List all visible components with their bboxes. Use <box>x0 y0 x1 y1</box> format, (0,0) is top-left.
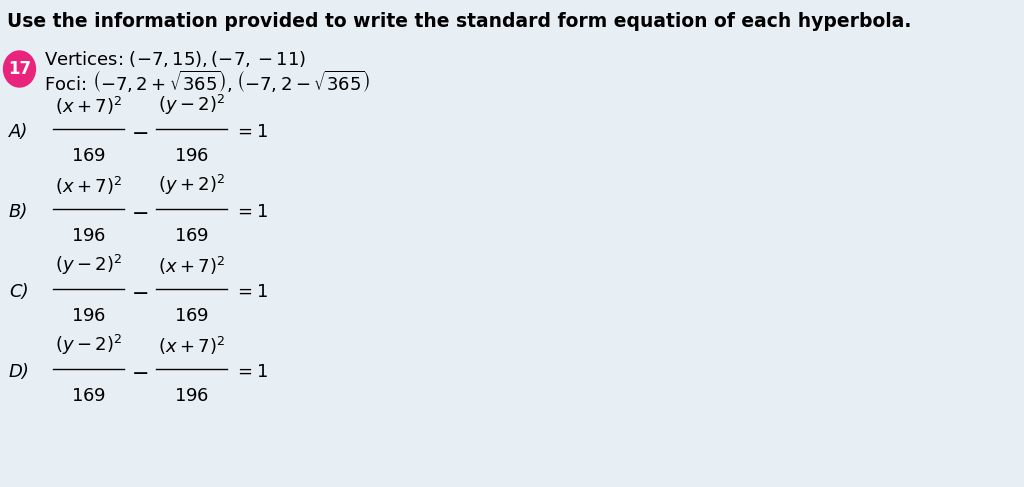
Text: Use the information provided to write the standard form equation of each hyperbo: Use the information provided to write th… <box>7 12 911 31</box>
Circle shape <box>3 51 36 87</box>
Text: $= 1$: $= 1$ <box>233 123 267 141</box>
Text: $169$: $169$ <box>174 227 209 245</box>
Text: $= 1$: $= 1$ <box>233 203 267 221</box>
Text: B): B) <box>9 203 29 221</box>
Text: $196$: $196$ <box>174 387 209 405</box>
Text: $-$: $-$ <box>131 122 148 142</box>
Text: C): C) <box>9 283 29 301</box>
Text: $169$: $169$ <box>71 387 106 405</box>
Text: $-$: $-$ <box>131 202 148 222</box>
Text: 17: 17 <box>8 60 31 78</box>
Text: $(y-2)^{2}$: $(y-2)^{2}$ <box>158 93 225 117</box>
Text: $= 1$: $= 1$ <box>233 363 267 381</box>
Text: Foci: $\left(-7, 2+\sqrt{365}\right), \left(-7, 2-\sqrt{365}\right)$: Foci: $\left(-7, 2+\sqrt{365}\right), \l… <box>44 69 371 95</box>
Text: $196$: $196$ <box>71 227 106 245</box>
Text: $(y-2)^{2}$: $(y-2)^{2}$ <box>55 333 122 357</box>
Text: $(y-2)^{2}$: $(y-2)^{2}$ <box>55 253 122 277</box>
Text: $(x + 7)^{2}$: $(x + 7)^{2}$ <box>55 175 122 197</box>
Text: $(y+2)^{2}$: $(y+2)^{2}$ <box>158 173 225 197</box>
Text: A): A) <box>9 123 29 141</box>
Text: $196$: $196$ <box>71 307 106 325</box>
Text: $(x + 7)^{2}$: $(x + 7)^{2}$ <box>158 335 225 357</box>
Text: $169$: $169$ <box>71 147 106 165</box>
Text: $196$: $196$ <box>174 147 209 165</box>
Text: $-$: $-$ <box>131 282 148 302</box>
Text: $(x + 7)^{2}$: $(x + 7)^{2}$ <box>158 255 225 277</box>
Text: D): D) <box>9 363 30 381</box>
Text: $169$: $169$ <box>174 307 209 325</box>
Text: Vertices: $(-7, 15), (-7, -11)$: Vertices: $(-7, 15), (-7, -11)$ <box>44 49 306 69</box>
Text: $(x + 7)^{2}$: $(x + 7)^{2}$ <box>55 95 122 117</box>
Text: $= 1$: $= 1$ <box>233 283 267 301</box>
Text: $-$: $-$ <box>131 362 148 382</box>
